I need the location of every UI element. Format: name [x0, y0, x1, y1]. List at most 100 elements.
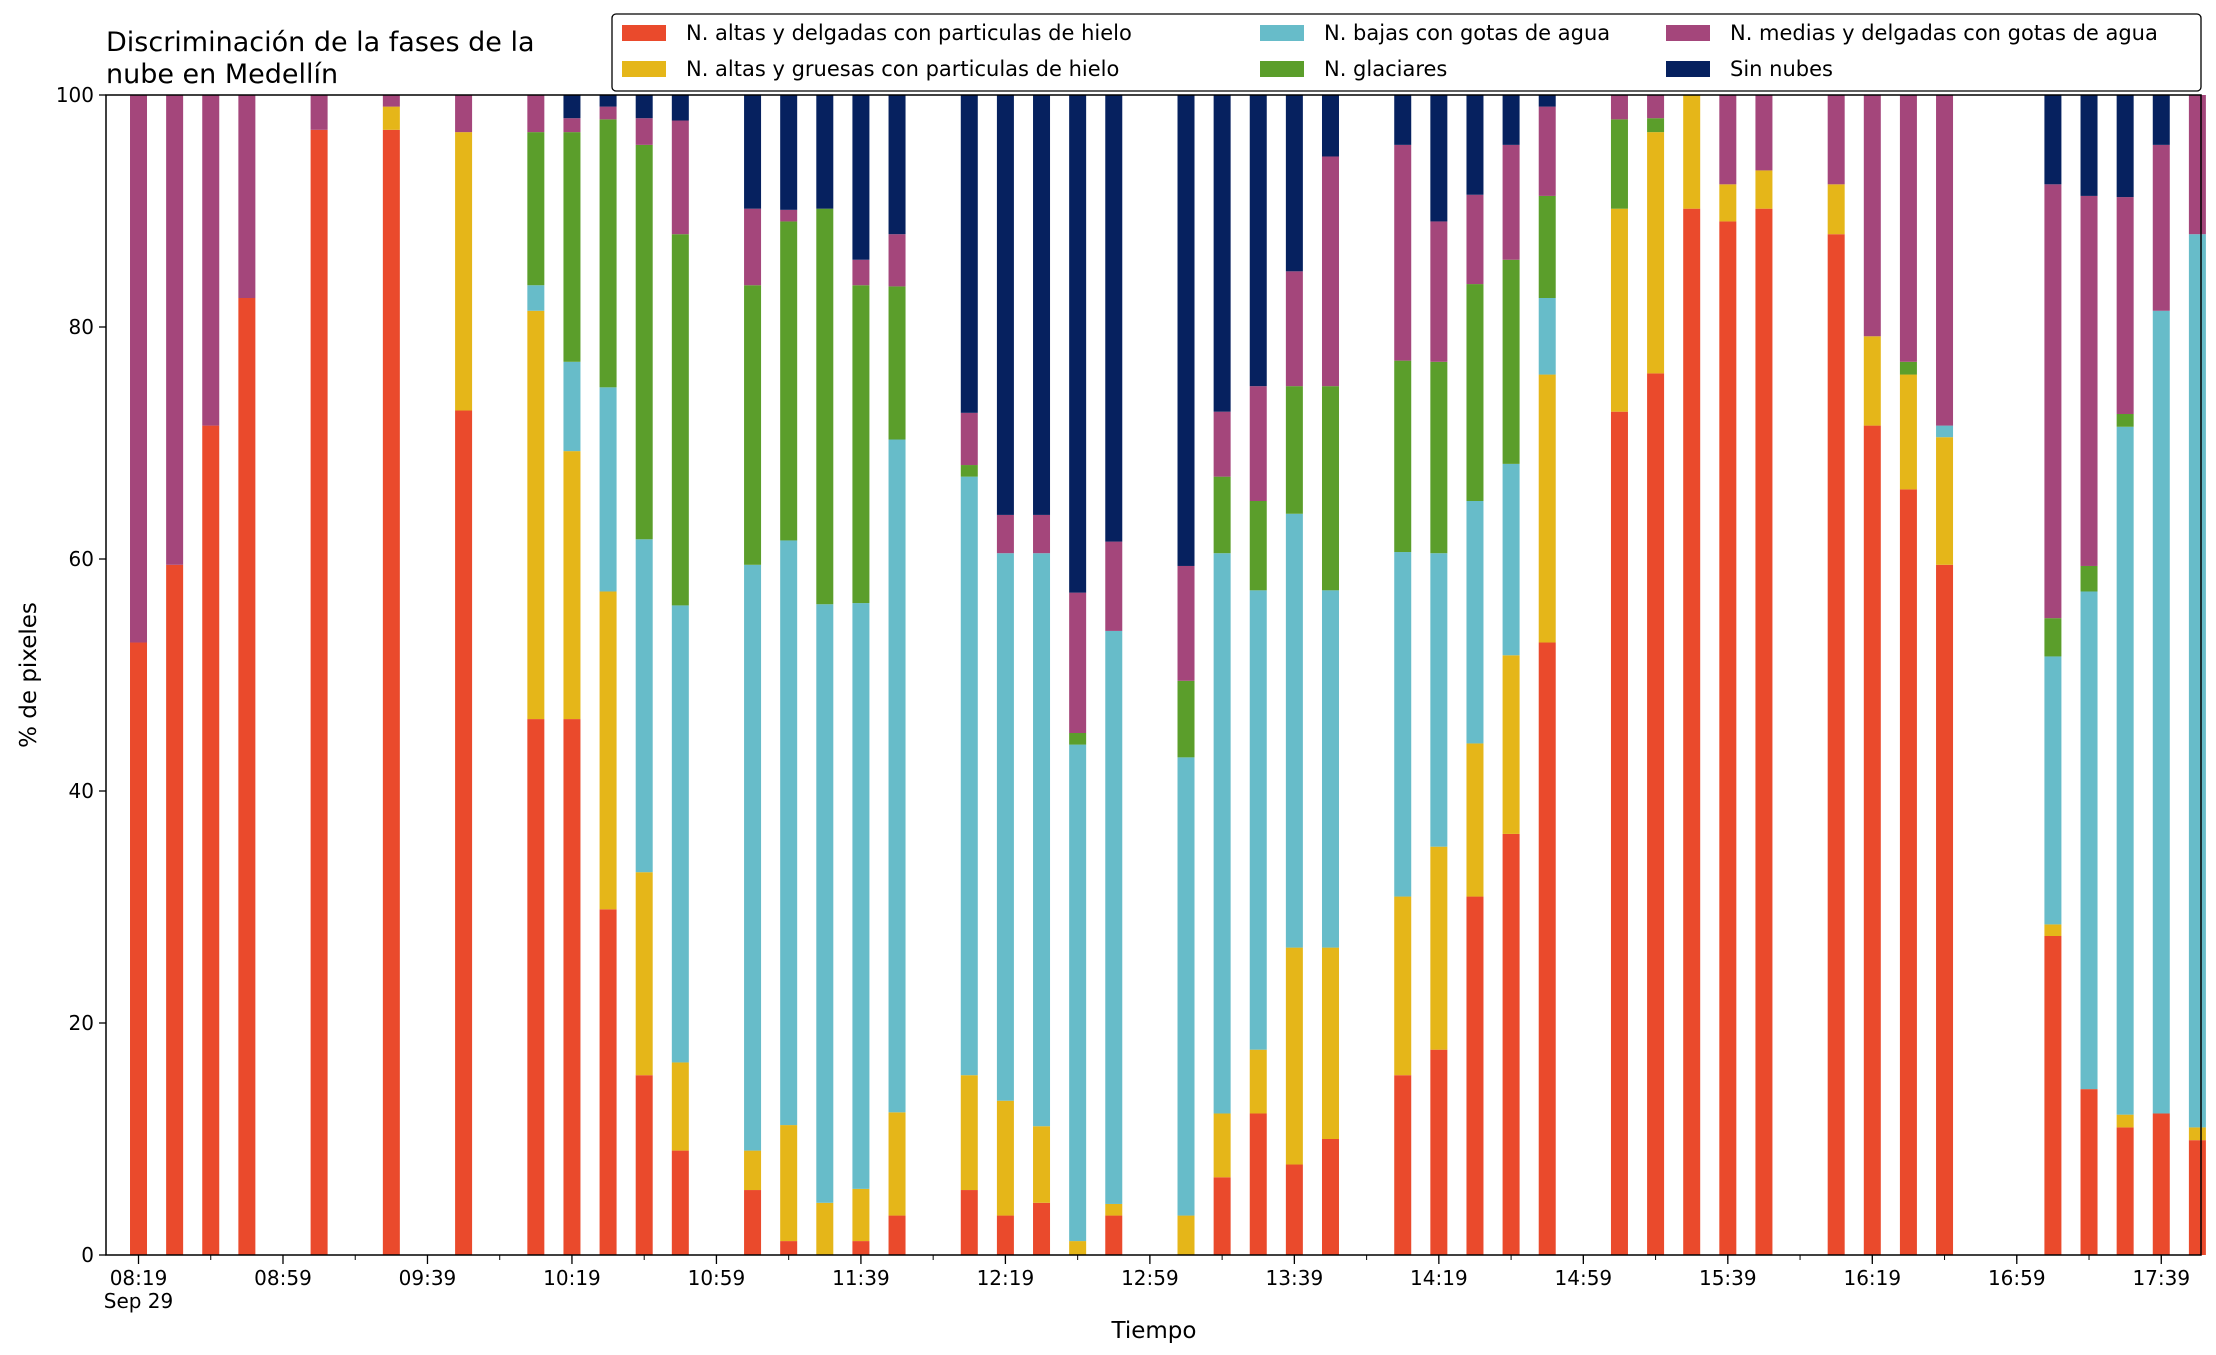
bar-1419-n_altas_delgadas	[1430, 1049, 1448, 1255]
bar-1249-n_altas_delgadas	[1105, 1215, 1123, 1255]
y-tick-label: 0	[81, 1243, 94, 1267]
bar-1729-n_medias	[2116, 197, 2134, 414]
bar-1339-n_glaciares	[1285, 386, 1303, 514]
bar-1319-n_glaciares	[1213, 476, 1231, 554]
bar-1119-n_altas_gruesas	[780, 1125, 798, 1242]
bar-1729-n_altas_gruesas	[2116, 1114, 2134, 1128]
bar-1549-n_altas_gruesas	[1755, 170, 1773, 209]
bar-1449-n_altas_gruesas	[1538, 374, 1556, 643]
bar-1219-n_bajas	[996, 553, 1014, 1101]
bar-1639-n_bajas	[1936, 425, 1954, 438]
bar-0949-n_altas_delgadas	[455, 410, 473, 1255]
bar-1139-n_glaciares	[852, 285, 870, 604]
bar-1349-n_glaciares	[1321, 386, 1339, 591]
bar-0929-n_altas_delgadas	[382, 129, 400, 1255]
bar-1039-n_altas_gruesas	[635, 872, 653, 1076]
bar-1419-n_bajas	[1430, 553, 1448, 847]
bar-1529-n_altas_delgadas	[1683, 208, 1701, 1256]
bar-1029-n_altas_delgadas	[599, 909, 617, 1255]
x-tick-label: 09:39	[399, 1266, 457, 1290]
bar-1209-n_altas_gruesas	[960, 1075, 978, 1191]
x-axis-label: Tiempo	[1111, 1318, 1197, 1344]
bar-1639-n_altas_delgadas	[1936, 564, 1954, 1255]
bar-1449-n_bajas	[1538, 298, 1556, 375]
bar-1319-sin_nubes	[1213, 95, 1231, 412]
x-tick-label: 16:59	[1988, 1266, 2046, 1290]
bar-1349-n_altas_delgadas	[1321, 1139, 1339, 1255]
bar-1709-n_altas_delgadas	[2044, 936, 2062, 1255]
chart-title-line-1: Discriminación de la fases de la	[106, 27, 535, 58]
bar-1739-n_medias	[2152, 144, 2170, 311]
bar-1139-n_altas_delgadas	[852, 1241, 870, 1255]
bar-1009-n_altas_delgadas	[527, 719, 545, 1255]
bar-1239-n_bajas	[1069, 744, 1087, 1242]
bar-1349-sin_nubes	[1321, 95, 1339, 157]
y-axis: 0 20 40 60 80 100	[56, 83, 106, 1267]
bar-1209-n_medias	[960, 412, 978, 466]
bar-1539-n_altas_delgadas	[1719, 221, 1737, 1256]
bar-1609-n_medias	[1827, 95, 1845, 185]
bar-1619-n_medias	[1863, 95, 1881, 337]
bar-0829-n_medias	[166, 95, 184, 565]
bar-1719-n_bajas	[2080, 591, 2098, 1090]
x-tick-sublabel: Sep 29	[104, 1289, 174, 1313]
bar-1439-n_altas_delgadas	[1502, 833, 1520, 1255]
legend-label-n_altas_gruesas: N. altas y gruesas con particulas de hie…	[686, 57, 1119, 81]
bar-1519-n_altas_gruesas	[1647, 132, 1665, 374]
bar-1209-n_bajas	[960, 476, 978, 1076]
bar-1319-n_medias	[1213, 411, 1231, 477]
bar-1229-n_altas_gruesas	[1033, 1126, 1051, 1203]
bar-1639-n_altas_gruesas	[1936, 437, 1954, 565]
bar-1509-n_altas_gruesas	[1610, 208, 1628, 412]
bar-1749-n_altas_gruesas	[2188, 1127, 2206, 1141]
bar-1719-n_glaciares	[2080, 565, 2098, 592]
bar-1719-n_altas_delgadas	[2080, 1089, 2098, 1255]
bar-1349-n_altas_gruesas	[1321, 947, 1339, 1139]
bar-1019-n_bajas	[563, 361, 581, 452]
y-tick-label: 60	[69, 547, 94, 571]
bar-1149-sin_nubes	[888, 95, 906, 235]
bar-1019-n_medias	[563, 118, 581, 133]
bar-1339-n_bajas	[1285, 513, 1303, 948]
bar-1049-n_altas_gruesas	[671, 1062, 689, 1151]
bar-1049-n_altas_delgadas	[671, 1150, 689, 1255]
x-tick-label: 10:19	[543, 1266, 601, 1290]
bar-1119-n_bajas	[780, 540, 798, 1126]
bar-1739-sin_nubes	[2152, 95, 2170, 145]
bar-1709-sin_nubes	[2044, 95, 2062, 185]
bar-1609-n_altas_delgadas	[1827, 234, 1845, 1255]
bar-0829-n_altas_delgadas	[166, 564, 184, 1255]
bar-1139-sin_nubes	[852, 95, 870, 260]
bar-1349-n_medias	[1321, 156, 1339, 387]
bar-1049-sin_nubes	[671, 95, 689, 121]
bar-0819-n_altas_delgadas	[130, 642, 148, 1255]
bar-1249-sin_nubes	[1105, 95, 1123, 542]
bar-1629-n_altas_delgadas	[1899, 489, 1917, 1255]
bar-1429-n_altas_delgadas	[1466, 896, 1484, 1255]
bar-1439-sin_nubes	[1502, 95, 1520, 145]
bar-0949-n_altas_gruesas	[455, 132, 473, 411]
y-axis-label: % de pixeles	[16, 602, 42, 748]
legend-label-n_glaciares: N. glaciares	[1324, 57, 1447, 81]
bar-1139-n_altas_gruesas	[852, 1188, 870, 1242]
bar-1129-sin_nubes	[816, 95, 834, 209]
bar-1309-sin_nubes	[1177, 95, 1195, 566]
bar-1109-sin_nubes	[744, 95, 762, 209]
bar-0849-n_medias	[238, 95, 256, 298]
bar-1039-n_altas_delgadas	[635, 1075, 653, 1255]
bars-layer	[130, 95, 2206, 1256]
y-tick-label: 40	[69, 779, 94, 803]
bar-0909-n_altas_delgadas	[310, 129, 328, 1255]
bar-1019-sin_nubes	[563, 95, 581, 119]
bar-1119-sin_nubes	[780, 95, 798, 210]
bar-1039-n_bajas	[635, 539, 653, 873]
bar-1239-n_medias	[1069, 592, 1087, 733]
bar-1129-n_bajas	[816, 604, 834, 1203]
bar-1419-n_glaciares	[1430, 361, 1448, 554]
bar-1449-sin_nubes	[1538, 95, 1556, 107]
bar-1009-n_glaciares	[527, 132, 545, 286]
bar-1029-n_bajas	[599, 387, 617, 592]
legend-label-n_altas_delgadas: N. altas y delgadas con particulas de hi…	[686, 21, 1132, 45]
bar-1519-n_glaciares	[1647, 118, 1665, 133]
